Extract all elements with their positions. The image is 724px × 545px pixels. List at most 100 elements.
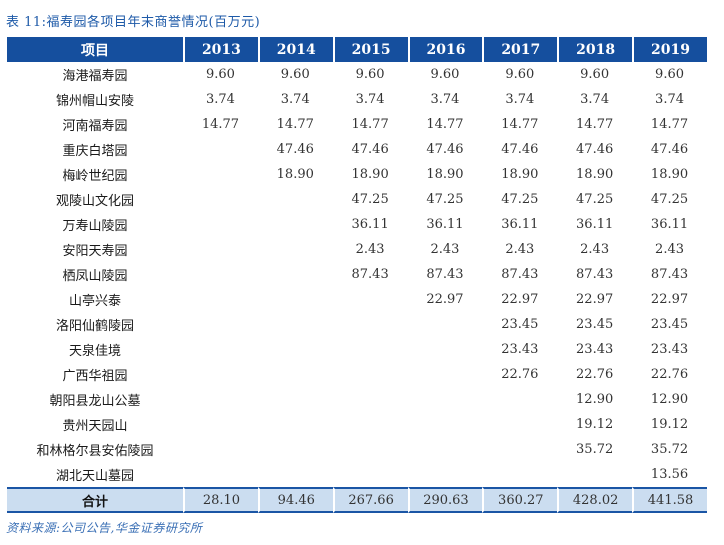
value-cell: 47.46 [650, 142, 689, 157]
source-note: 资料来源:公司公告,华金证券研究所 [6, 521, 203, 535]
value-cell [183, 312, 258, 337]
project-name: 朝阳县龙山公墓 [49, 394, 141, 409]
value-cell [333, 462, 408, 487]
value-cell: 23.43 [501, 342, 539, 357]
table-row: 锦州帽山安陵 3.74 3.74 3.74 3.74 3.74 3.74 3.74 [7, 87, 707, 112]
value-cell: 47.46 [426, 142, 464, 157]
value-cell: 23.45 [501, 317, 539, 332]
value-cell: 12.90 [576, 392, 614, 407]
table-row: 朝阳县龙山公墓 12.90 12.90 [7, 387, 707, 412]
value-cell [333, 412, 408, 437]
project-name: 万寿山陵园 [62, 219, 128, 234]
value-cell [183, 237, 258, 262]
value-cell: 87.43 [576, 267, 614, 282]
value-cell: 19.12 [650, 417, 689, 432]
value-cell: 3.74 [580, 92, 610, 107]
value-cell [183, 137, 258, 162]
value-cell: 36.11 [576, 217, 614, 232]
value-cell: 22.76 [650, 367, 689, 382]
value-cell: 87.43 [501, 267, 539, 282]
value-cell [333, 437, 408, 462]
value-cell [408, 462, 483, 487]
total-value-cell: 441.58 [632, 487, 707, 513]
value-cell [183, 187, 258, 212]
column-header-year: 2013 [183, 37, 258, 62]
project-name: 山亭兴泰 [68, 294, 121, 309]
value-cell [333, 362, 408, 387]
value-cell: 2.43 [430, 242, 460, 257]
total-value-cell: 94.46 [257, 487, 333, 513]
total-label: 合计 [7, 487, 183, 513]
value-cell: 22.97 [576, 292, 614, 307]
value-cell: 2.43 [355, 242, 385, 257]
column-header-year: 2015 [332, 37, 408, 62]
value-cell: 47.25 [501, 192, 539, 207]
project-name: 天泉佳境 [68, 344, 121, 359]
value-cell: 14.77 [650, 117, 689, 132]
project-name: 湖北天山墓园 [55, 469, 134, 484]
value-cell [482, 462, 557, 487]
value-cell [408, 362, 483, 387]
total-value-cell: 428.02 [557, 487, 633, 513]
value-cell: 14.77 [426, 117, 464, 132]
value-cell: 47.46 [501, 142, 539, 157]
value-cell: 47.46 [276, 142, 314, 157]
value-cell [482, 412, 557, 437]
value-cell: 9.60 [355, 67, 385, 82]
value-cell: 14.77 [201, 117, 240, 132]
value-cell: 18.90 [576, 167, 614, 182]
value-cell: 23.45 [576, 317, 614, 332]
value-cell: 2.43 [655, 242, 684, 257]
value-cell: 3.74 [205, 92, 235, 107]
table-row: 重庆白塔园 47.46 47.46 47.46 47.46 47.46 47.46 [7, 137, 707, 162]
total-value-cell: 360.27 [482, 487, 558, 513]
value-cell: 87.43 [351, 267, 389, 282]
value-cell: 19.12 [576, 417, 614, 432]
project-name: 安阳天寿园 [62, 244, 128, 259]
table-row: 海港福寿园 9.60 9.60 9.60 9.60 9.60 9.60 9.60 [7, 62, 707, 87]
value-cell: 22.97 [426, 292, 464, 307]
value-cell [258, 437, 333, 462]
value-cell [258, 312, 333, 337]
value-cell [183, 262, 258, 287]
value-cell [258, 387, 333, 412]
table-body: 海港福寿园 9.60 9.60 9.60 9.60 9.60 9.60 9.60 锦州帽山安陵 3… [7, 62, 707, 487]
value-cell: 9.60 [430, 67, 460, 82]
value-cell: 9.60 [655, 67, 684, 82]
table-row: 梅岭世纪园 18.90 18.90 18.90 18.90 18.90 18.90 [7, 162, 707, 187]
value-cell: 22.97 [501, 292, 539, 307]
value-cell: 3.74 [505, 92, 535, 107]
value-cell: 23.43 [650, 342, 689, 357]
value-cell [258, 212, 333, 237]
value-cell: 47.25 [576, 192, 614, 207]
value-cell: 18.90 [351, 167, 389, 182]
project-name: 贵州天园山 [62, 419, 128, 434]
project-name: 广西华祖园 [62, 369, 128, 384]
project-name: 洛阳仙鹤陵园 [55, 319, 134, 334]
table-row: 和林格尔县安佑陵园 35.72 35.72 [7, 437, 707, 462]
value-cell: 9.60 [280, 67, 310, 82]
value-cell [333, 387, 408, 412]
value-cell: 14.77 [501, 117, 539, 132]
column-header-year: 2014 [257, 37, 333, 62]
value-cell: 14.77 [276, 117, 314, 132]
value-cell: 3.74 [280, 92, 310, 107]
value-cell: 36.11 [351, 217, 389, 232]
value-cell: 14.77 [351, 117, 389, 132]
value-cell: 87.43 [650, 267, 689, 282]
project-name: 河南福寿园 [62, 119, 128, 134]
value-cell: 47.46 [351, 142, 389, 157]
value-cell: 23.45 [650, 317, 689, 332]
value-cell: 47.46 [576, 142, 614, 157]
value-cell: 18.90 [650, 167, 689, 182]
value-cell [183, 212, 258, 237]
value-cell: 87.43 [426, 267, 464, 282]
table-row: 河南福寿园 14.77 14.77 14.77 14.77 14.77 14.77 14.77 [7, 112, 707, 137]
value-cell: 35.72 [650, 442, 689, 457]
value-cell [333, 312, 408, 337]
table-row: 栖凤山陵园 87.43 87.43 87.43 87.43 87.43 [7, 262, 707, 287]
value-cell: 18.90 [426, 167, 464, 182]
header-row: 项目 2013 2014 2015 2016 2017 2018 2019 [7, 37, 707, 62]
total-value-cell: 28.10 [183, 487, 258, 513]
